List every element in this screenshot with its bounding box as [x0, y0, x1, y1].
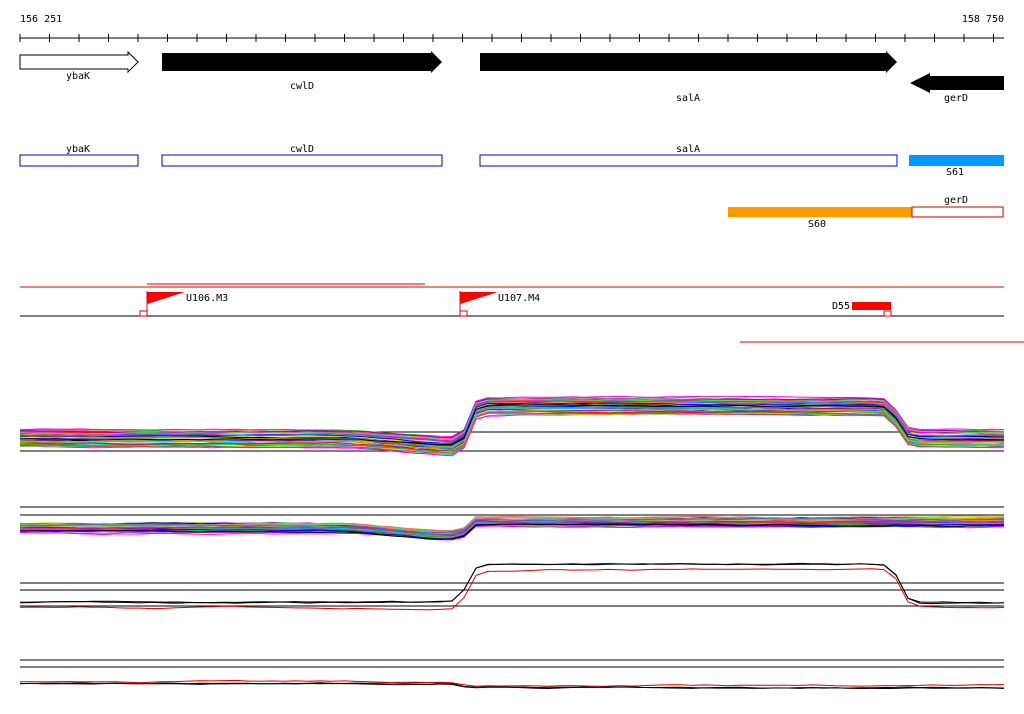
gene-label: ybaK — [66, 71, 90, 82]
feature-label: cwlD — [290, 144, 314, 155]
flag — [147, 292, 185, 304]
marker-box — [883, 310, 892, 317]
ruler-start: 156 251 — [20, 14, 62, 25]
profile-line — [19, 563, 1005, 605]
profile-line — [19, 525, 1005, 541]
profile-line — [20, 517, 1005, 534]
marker-label: U107.M4 — [498, 293, 540, 304]
gene-arrow — [910, 73, 1004, 93]
ruler-ticks — [19, 34, 994, 42]
ruler-end: 158 750 — [962, 14, 1004, 25]
profile-line — [19, 404, 1005, 446]
profile-line — [19, 413, 1004, 457]
gene-arrow — [162, 51, 442, 73]
feature-box — [909, 155, 1004, 166]
feature-label: gerD — [944, 195, 968, 206]
feature-box — [728, 207, 912, 217]
marker-label: D55 — [832, 301, 850, 312]
profile-line — [19, 523, 1005, 540]
gene-arrow — [19, 50, 139, 74]
marker-box — [852, 302, 891, 310]
profile-line — [19, 520, 1005, 536]
profile-line — [19, 568, 1005, 611]
gene-label: cwlD — [290, 81, 314, 92]
gene-label: salA — [676, 93, 700, 104]
profile-line — [19, 400, 1004, 443]
feature-label: S60 — [808, 219, 826, 230]
profile-line — [19, 395, 1005, 438]
feature-box — [19, 154, 139, 167]
profile-line — [19, 408, 1005, 451]
feature-box — [479, 154, 898, 167]
marker-box — [459, 310, 468, 317]
gene-label: gerD — [944, 93, 968, 104]
feature-box — [161, 154, 443, 167]
profile-line — [19, 403, 1005, 447]
marker-label: U106.M3 — [186, 293, 228, 304]
expression-profiles — [19, 395, 1005, 690]
feature-box — [911, 206, 1004, 218]
profile-line — [19, 412, 1005, 454]
profile-line — [19, 679, 1005, 687]
profile-line — [19, 402, 1005, 444]
profile-line — [20, 682, 1005, 689]
gene-arrow — [480, 51, 897, 73]
profile-line — [19, 399, 1005, 440]
profile-line — [19, 562, 1005, 604]
feature-label: ybaK — [66, 144, 90, 155]
feature-label: S61 — [946, 167, 964, 178]
flag — [460, 292, 498, 304]
feature-label: salA — [676, 144, 700, 155]
marker-box — [139, 310, 148, 317]
